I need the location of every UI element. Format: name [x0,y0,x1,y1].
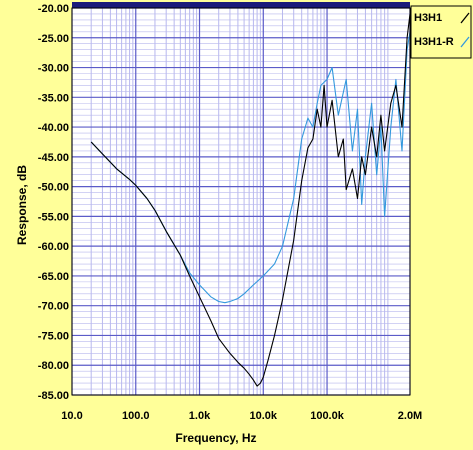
y-tick-label: -70.00 [38,301,69,313]
y-tick-label: -80.00 [38,360,69,372]
legend-box [410,5,472,59]
y-tick-label: -55.00 [38,211,69,223]
y-tick-label: -45.00 [38,152,69,164]
y-tick-label: -85.00 [38,390,69,402]
legend-entry-label: H3H1 [414,12,442,24]
y-tick-label: -30.00 [38,63,69,75]
x-tick-label: 2.0M [398,410,422,422]
y-tick-label: -60.00 [38,241,69,253]
x-tick-label: 1.0k [189,410,211,422]
x-tick-label: 100.0k [310,410,345,422]
legend: H3H1 H3H1-R [410,5,472,59]
y-tick-label: -20.00 [38,3,69,15]
legend-swatch [460,36,470,48]
x-tick-labels: 10.0 100.0 1.0k 10.0k 100.0k 2.0M [61,410,422,422]
y-axis-title: Response, dB [15,165,29,245]
y-tick-label: -35.00 [38,92,69,104]
series-line-h3h1 [90,13,411,387]
top-band [72,2,410,8]
y-tick-labels: -20.00 -25.00 -30.00 -35.00 -40.00 -45.00 -50.… [38,3,69,402]
x-axis-title: Frequency, Hz [175,431,256,445]
minor-grid [72,8,411,395]
x-tick-label: 100.0 [122,410,150,422]
series-lines [90,13,411,387]
y-tick-label: -65.00 [38,271,69,283]
x-tick-label: 10.0 [61,410,82,422]
plot-border [71,7,411,396]
y-tick-label: -50.00 [38,182,69,194]
y-tick-label: -25.00 [38,33,69,45]
legend-entry-label: H3H1-R [414,36,454,48]
x-tick-label: 10.0k [250,410,278,422]
legend-swatch [460,12,470,24]
y-tick-label: -75.00 [38,330,69,342]
plot-area [72,8,410,395]
y-tick-label: -40.00 [38,122,69,134]
